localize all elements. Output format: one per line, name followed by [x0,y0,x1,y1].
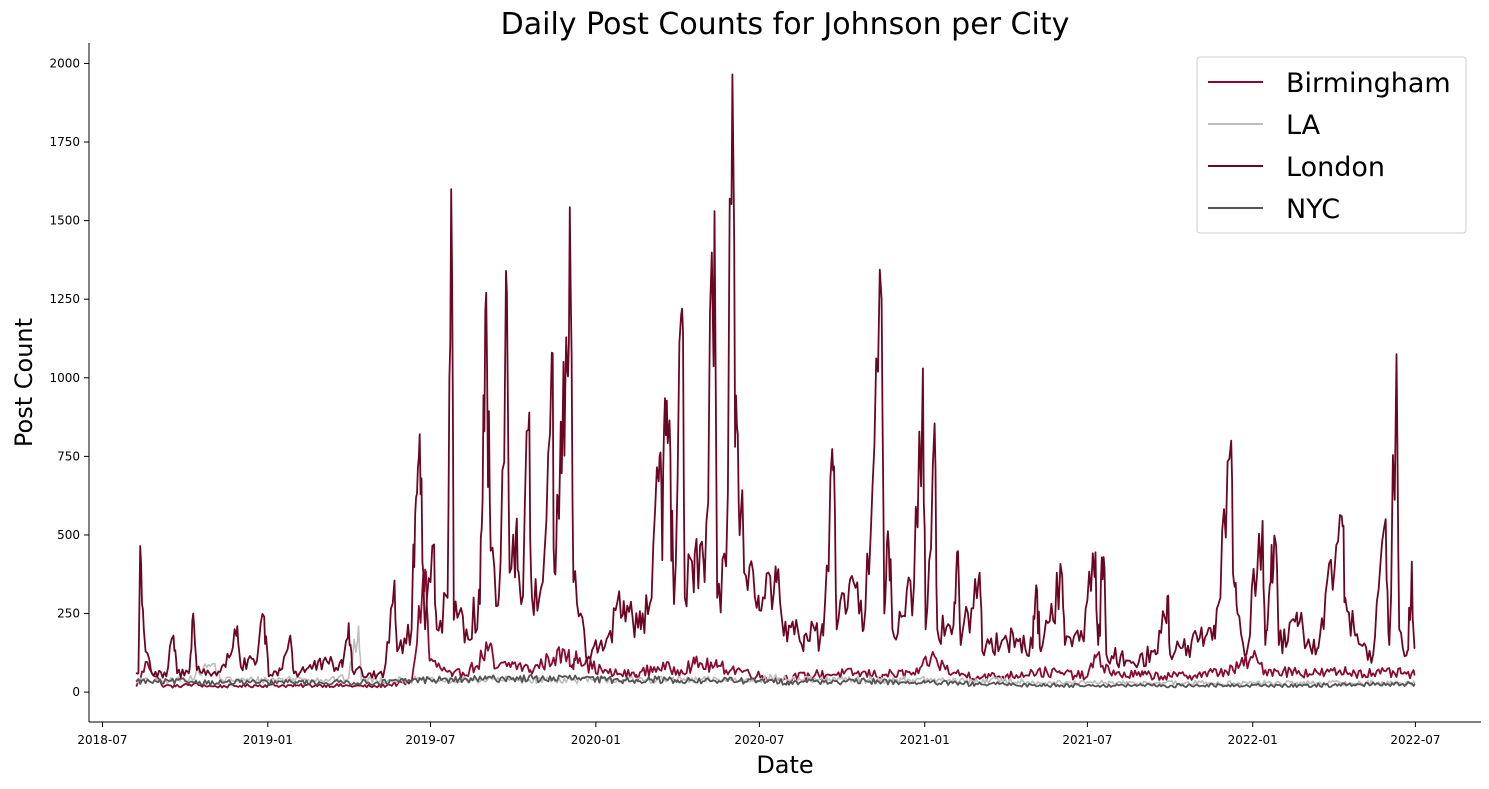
y-ticks: 0 250 500 750 1000 1250 1500 1750 2000 [49,56,89,699]
y-tick-label: 500 [57,528,80,542]
axes-group [88,43,1481,723]
y-tick-label: 250 [57,607,80,621]
x-tick-label: 2022-01 [1228,733,1278,747]
x-tick-label: 2022-07 [1390,733,1440,747]
series-line-london [135,73,1416,680]
legend-label-birmingham: Birmingham [1286,68,1451,99]
series-line-la [135,625,1416,687]
y-axis-title: Post Count [10,318,38,447]
x-tick-label: 2019-01 [243,733,293,747]
y-tick-label: 1250 [49,292,80,306]
series-line-nyc [135,674,1416,689]
legend-label-london: London [1286,152,1385,183]
x-ticks: 2018-07 2019-01 2019-07 2020-01 2020-07 2021-… [77,722,1440,747]
y-tick-label: 0 [72,685,80,699]
x-tick-label: 2018-07 [77,733,127,747]
x-tick-label: 2019-07 [405,733,455,747]
y-tick-label: 750 [57,449,80,463]
x-tick-label: 2020-01 [571,733,621,747]
legend-label-la: LA [1286,110,1321,141]
x-tick-label: 2021-07 [1062,733,1112,747]
x-tick-label: 2020-07 [734,733,784,747]
y-tick-label: 1000 [49,371,80,385]
x-axis-title: Date [756,751,813,779]
series-line-birmingham [135,568,1416,689]
legend-box [1196,56,1467,234]
chart-title: Daily Post Counts for Johnson per City [501,7,1070,42]
y-tick-label: 2000 [49,56,80,70]
y-tick-label: 1750 [49,135,80,149]
y-tick-label: 1500 [49,214,80,228]
legend: Birmingham LA London NYC [1196,56,1467,234]
series-group [135,73,1416,689]
legend-label-nyc: NYC [1286,194,1340,225]
x-tick-label: 2021-01 [900,733,950,747]
